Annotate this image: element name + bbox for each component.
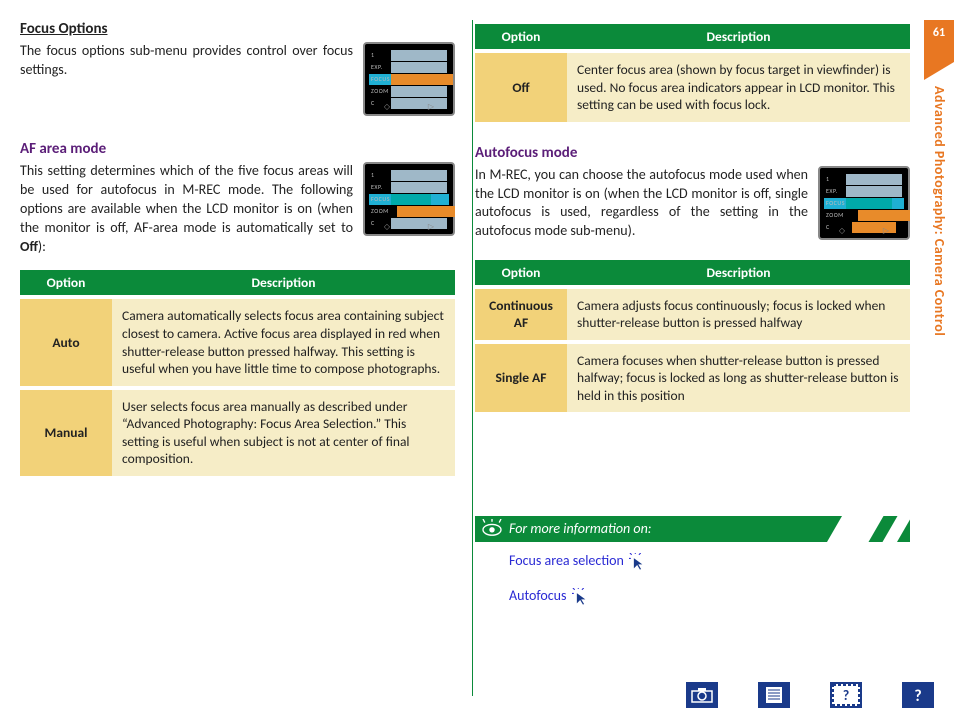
link-autofocus[interactable]: Autofocus (509, 587, 590, 606)
table-row: Single AF Camera focuses when shutter-re… (475, 344, 910, 413)
af-area-block: 1EXP.FOCUSZOOMC◇▷ This setting determine… (20, 162, 455, 256)
column-divider (472, 20, 473, 696)
eye-icon (481, 519, 503, 537)
desc-cell: Camera automatically selects focus area … (112, 299, 455, 385)
footer-nav-icons: ? ? (686, 682, 934, 708)
option-cell: Auto (20, 299, 112, 385)
desc-cell: Center focus area (shown by focus target… (567, 53, 910, 122)
desc-cell: Camera adjusts focus continuously; focus… (567, 289, 910, 340)
desc-cell: Camera focuses when shutter-release butt… (567, 344, 910, 413)
more-info-bar: For more information on: (475, 516, 910, 542)
option-cell: Off (475, 53, 567, 122)
focus-options-block: 1EXP.FOCUSZOOMC◇▷ The focus options sub-… (20, 42, 455, 122)
af-area-text-pre: This setting determines which of the fiv… (20, 162, 353, 236)
th-option: Option (475, 260, 567, 285)
af-area-table: Option Description Auto Camera automatic… (20, 266, 455, 479)
option-cell: Manual (20, 390, 112, 476)
table-row: Continuous AF Camera adjusts focus conti… (475, 289, 910, 340)
option-cell: Continuous AF (475, 289, 567, 340)
section-side-label: Advanced Photography: Camera Control (931, 86, 948, 336)
af-area-text-post: ): (38, 238, 46, 255)
cursor-click-icon (629, 553, 647, 571)
left-column: Focus Options 1EXP.FOCUSZOOMC◇▷ The focu… (20, 20, 455, 706)
link-text: Autofocus (509, 587, 567, 604)
th-option: Option (475, 24, 567, 49)
af-area-bold: Off (20, 238, 38, 255)
desc-cell: User selects focus area manually as desc… (112, 390, 455, 476)
th-description: Description (112, 270, 455, 295)
svg-text:?: ? (843, 687, 850, 704)
camera-icon[interactable] (686, 682, 718, 708)
lcd-thumbnail-3: 1EXP.FOCUSZOOMC◇▷ (818, 166, 910, 240)
autofocus-block: 1EXP.FOCUSZOOMC◇▷ In M-REC, you can choo… (475, 166, 910, 246)
option-cell: Single AF (475, 344, 567, 413)
table-row: Off Center focus area (shown by focus ta… (475, 53, 910, 122)
document-icon[interactable] (758, 682, 790, 708)
table-row: Manual User selects focus area manually … (20, 390, 455, 476)
link-focus-area[interactable]: Focus area selection (509, 552, 647, 571)
focus-options-title: Focus Options (20, 20, 455, 38)
lcd-thumbnail-2: 1EXP.FOCUSZOOMC◇▷ (363, 162, 455, 236)
lcd-thumbnail-1: 1EXP.FOCUSZOOMC◇▷ (363, 42, 455, 116)
autofocus-heading: Autofocus mode (475, 144, 910, 162)
autofocus-table: Option Description Continuous AF Camera … (475, 256, 910, 417)
table-row: Auto Camera automatically selects focus … (20, 299, 455, 385)
th-description: Description (567, 260, 910, 285)
help-outline-icon[interactable]: ? (830, 682, 862, 708)
th-description: Description (567, 24, 910, 49)
right-column: Option Description Off Center focus area… (475, 20, 910, 706)
more-info-label: For more information on: (509, 520, 652, 537)
off-table: Option Description Off Center focus area… (475, 20, 910, 126)
th-option: Option (20, 270, 112, 295)
manual-page: Focus Options 1EXP.FOCUSZOOMC◇▷ The focu… (0, 0, 954, 716)
help-filled-icon[interactable]: ? (902, 682, 934, 708)
af-area-heading: AF area mode (20, 140, 455, 158)
page-number: 61 (924, 26, 954, 40)
link-text: Focus area selection (509, 552, 624, 569)
cursor-click-icon (572, 588, 590, 606)
svg-text:?: ? (914, 687, 921, 705)
